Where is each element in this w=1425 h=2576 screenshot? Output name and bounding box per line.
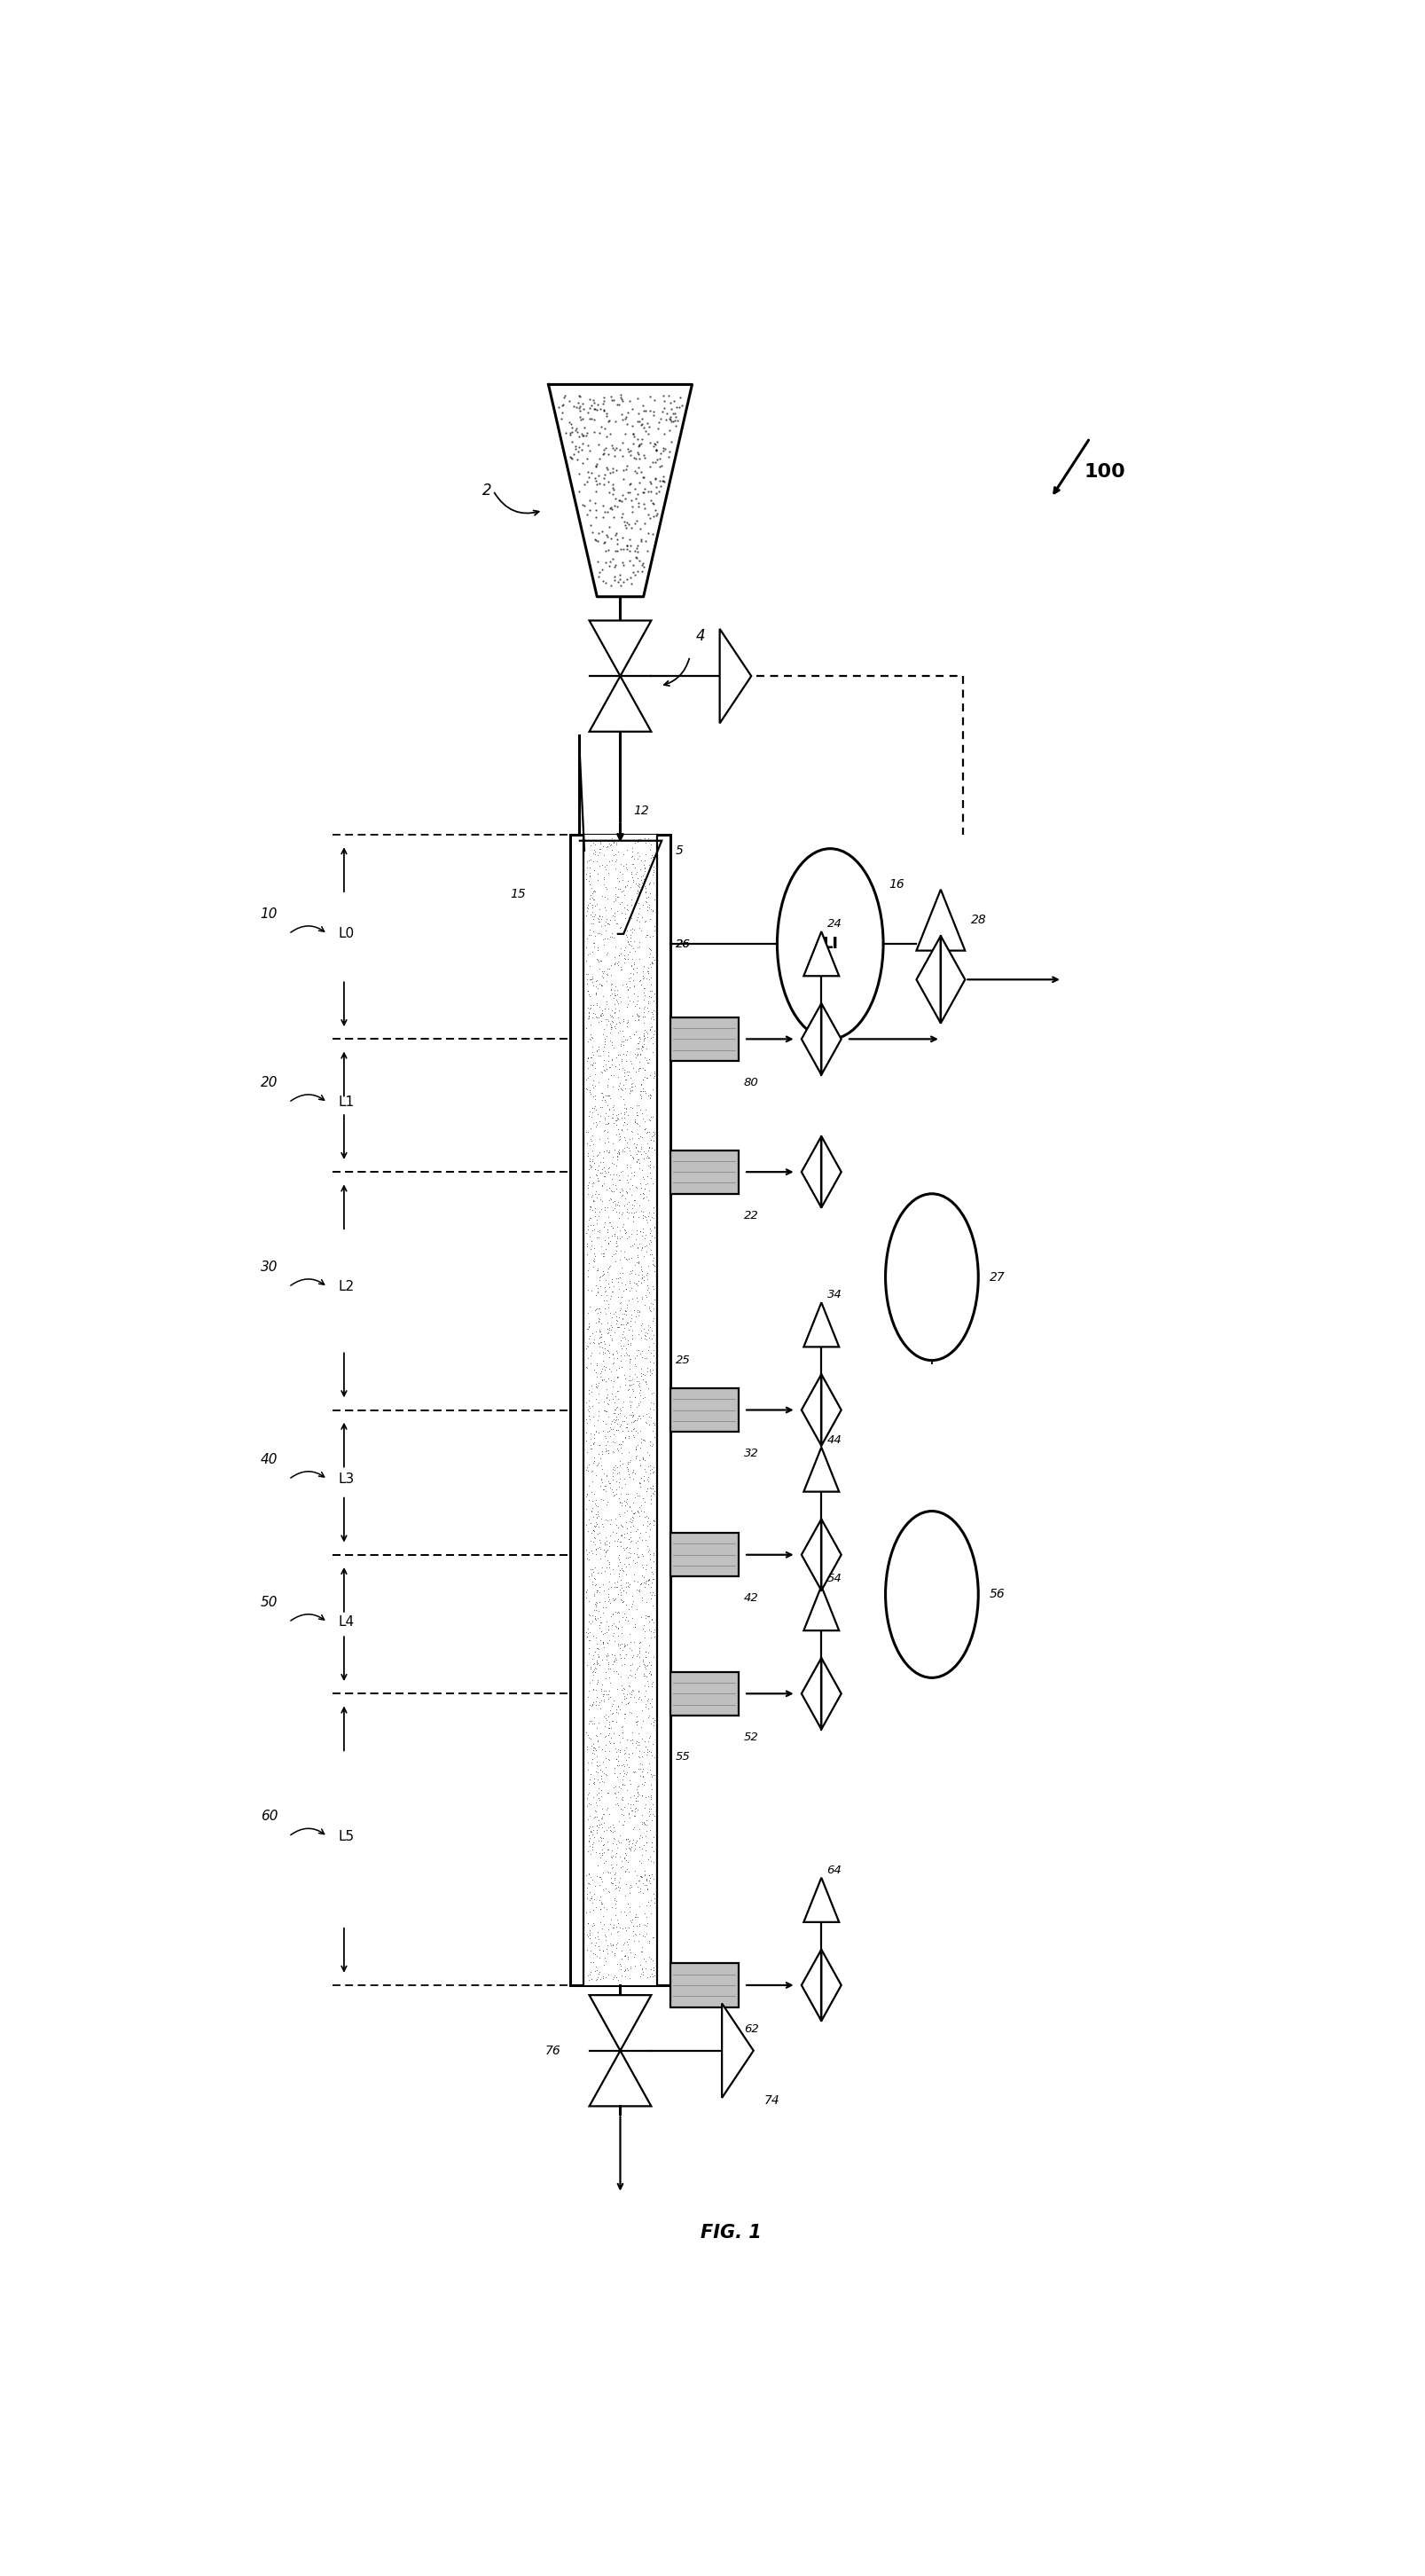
Text: L3: L3 xyxy=(338,1473,355,1486)
Text: 34: 34 xyxy=(826,1288,841,1301)
Text: 32: 32 xyxy=(744,1448,758,1461)
Text: 24: 24 xyxy=(826,917,841,930)
Bar xyxy=(570,835,670,1986)
Text: 25: 25 xyxy=(675,1355,690,1365)
Text: 100: 100 xyxy=(1083,464,1126,482)
Text: L2: L2 xyxy=(338,1280,355,1293)
Bar xyxy=(670,1672,738,1716)
Text: 56: 56 xyxy=(989,1589,1005,1600)
Polygon shape xyxy=(821,1136,841,1208)
Text: 40: 40 xyxy=(261,1453,278,1466)
Text: 4: 4 xyxy=(695,629,704,644)
Text: L5: L5 xyxy=(338,1829,355,1842)
Polygon shape xyxy=(589,675,651,732)
Bar xyxy=(670,1963,738,2007)
Polygon shape xyxy=(804,1878,838,1922)
Text: 2: 2 xyxy=(482,482,492,500)
Polygon shape xyxy=(941,935,965,1023)
Polygon shape xyxy=(804,933,838,976)
Text: 60: 60 xyxy=(261,1811,278,1824)
Polygon shape xyxy=(720,629,751,724)
Polygon shape xyxy=(821,1520,841,1589)
Polygon shape xyxy=(804,1587,838,1631)
Text: 20: 20 xyxy=(261,1077,278,1090)
Polygon shape xyxy=(916,935,940,1023)
Bar xyxy=(670,1018,738,1061)
Polygon shape xyxy=(589,1994,651,2050)
Text: 54: 54 xyxy=(826,1574,841,1584)
Text: 10: 10 xyxy=(261,907,278,920)
Text: 26: 26 xyxy=(675,938,690,951)
Text: 22: 22 xyxy=(744,1211,758,1221)
Text: 74: 74 xyxy=(764,2094,779,2107)
Polygon shape xyxy=(801,1520,821,1589)
Text: 64: 64 xyxy=(826,1865,841,1875)
Polygon shape xyxy=(801,1659,821,1728)
Polygon shape xyxy=(916,889,965,951)
Polygon shape xyxy=(804,1303,838,1347)
Text: LI: LI xyxy=(822,935,838,951)
Text: L4: L4 xyxy=(338,1615,355,1628)
Text: 5: 5 xyxy=(675,845,683,858)
Text: 30: 30 xyxy=(261,1260,278,1273)
Bar xyxy=(583,835,657,1986)
Circle shape xyxy=(885,1512,978,1677)
Text: 80: 80 xyxy=(744,1077,758,1090)
Text: 26: 26 xyxy=(675,938,690,951)
Circle shape xyxy=(885,1193,978,1360)
Text: L0: L0 xyxy=(338,927,355,940)
Text: 52: 52 xyxy=(744,1731,758,1744)
Bar xyxy=(670,1149,738,1193)
Polygon shape xyxy=(821,1002,841,1074)
Text: 28: 28 xyxy=(970,914,986,927)
Bar xyxy=(670,1533,738,1577)
Bar xyxy=(670,1388,738,1432)
Polygon shape xyxy=(821,1373,841,1445)
Polygon shape xyxy=(589,2050,651,2107)
Polygon shape xyxy=(821,1950,841,2022)
Circle shape xyxy=(777,848,882,1038)
Text: 44: 44 xyxy=(826,1435,841,1445)
Polygon shape xyxy=(801,1136,821,1208)
Polygon shape xyxy=(804,1448,838,1492)
Text: 62: 62 xyxy=(744,2022,758,2035)
Text: 27: 27 xyxy=(989,1270,1005,1283)
Polygon shape xyxy=(721,2004,752,2097)
Text: FIG. 1: FIG. 1 xyxy=(700,2223,761,2241)
Polygon shape xyxy=(821,1659,841,1728)
Text: 55: 55 xyxy=(675,1752,690,1762)
Text: L1: L1 xyxy=(338,1095,355,1110)
Text: 50: 50 xyxy=(261,1595,278,1610)
Polygon shape xyxy=(801,1373,821,1445)
Text: 76: 76 xyxy=(544,2045,560,2056)
Text: 15: 15 xyxy=(510,889,526,902)
Text: 42: 42 xyxy=(744,1592,758,1605)
Text: 12: 12 xyxy=(633,804,648,817)
Text: 16: 16 xyxy=(888,878,903,891)
Polygon shape xyxy=(801,1950,821,2022)
Polygon shape xyxy=(801,1002,821,1074)
Polygon shape xyxy=(589,621,651,675)
